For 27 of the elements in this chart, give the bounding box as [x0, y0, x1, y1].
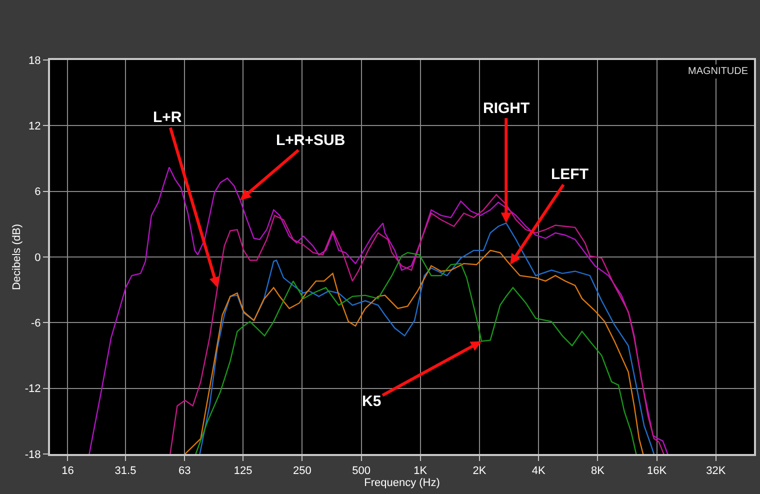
- annotation: L+R+SUB: [276, 132, 346, 149]
- y-tick-label: 12: [28, 120, 41, 133]
- y-tick-label: 0: [34, 252, 41, 264]
- x-tick-label: 2K: [472, 465, 487, 478]
- y-tick-label: -6: [31, 318, 41, 330]
- x-tick-label: 63: [178, 465, 191, 478]
- x-tick-label: 8K: [590, 465, 606, 478]
- annotation: LEFT: [551, 166, 588, 183]
- x-axis-title: Frequency (Hz): [364, 477, 440, 490]
- annotation: L+R: [153, 109, 182, 126]
- x-tick-label: 4K: [532, 465, 546, 478]
- annotation: RIGHT: [483, 100, 530, 117]
- y-tick-label: 6: [34, 186, 41, 198]
- x-tick-label: 16: [62, 465, 74, 478]
- x-tick-label: 16K: [647, 465, 668, 478]
- annotation: K5: [362, 393, 382, 410]
- x-tick-label: 1K: [414, 465, 428, 478]
- y-tick-label: 18: [28, 54, 41, 67]
- annotation: MAGNITUDE: [688, 66, 748, 77]
- y-tick-label: -12: [24, 383, 41, 396]
- y-axis-title: Decibels (dB): [11, 224, 24, 290]
- x-tick-label: 32K: [706, 465, 726, 478]
- x-tick-label: 31.5: [114, 465, 136, 478]
- y-tick-label: -18: [24, 448, 41, 461]
- x-tick-label: 250: [292, 465, 312, 478]
- x-tick-label: 125: [234, 465, 252, 478]
- x-tick-label: 500: [352, 465, 370, 478]
